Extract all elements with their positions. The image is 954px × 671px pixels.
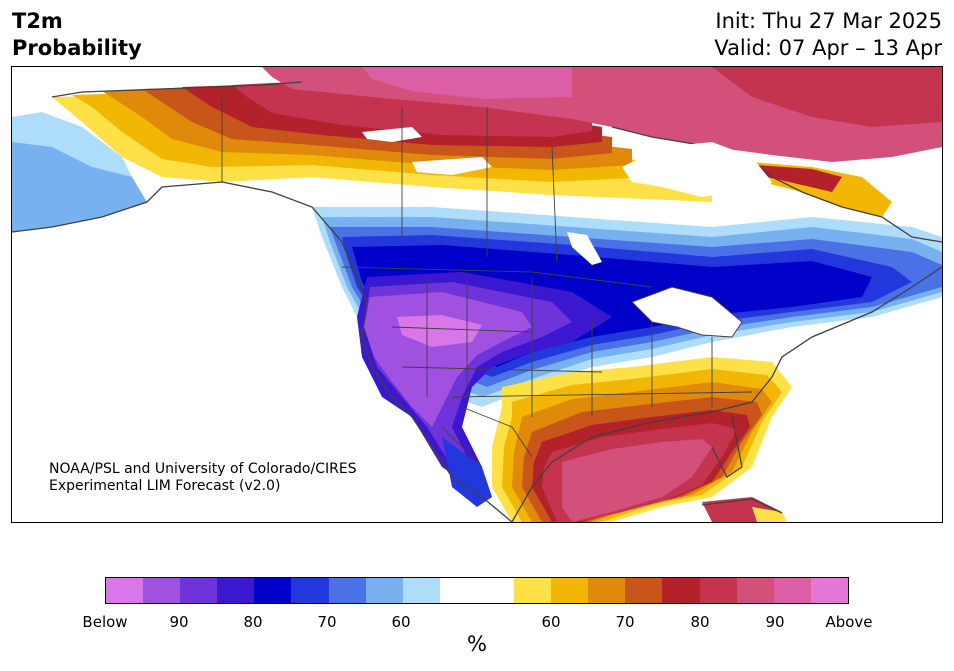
- title-type: Probability: [12, 36, 142, 60]
- title-variable: T2m: [12, 9, 63, 33]
- colorbar: [105, 577, 849, 604]
- forecast-dates: Init: Thu 27 Mar 2025 Valid: 07 Apr – 13…: [714, 8, 942, 62]
- tick-label: 80: [243, 613, 263, 631]
- tick-label: Above: [825, 613, 873, 631]
- colorbar-seg-above-3: [588, 578, 626, 603]
- colorbar-seg-below-2: [143, 578, 181, 603]
- colorbar-seg-below-4: [217, 578, 255, 603]
- colorbar-seg-above-6: [699, 578, 737, 603]
- tick-label: Below: [82, 613, 128, 631]
- chart-title: T2m Probability: [12, 8, 142, 62]
- colorbar-seg-below-5: [254, 578, 292, 603]
- colorbar-seg-below-9: [402, 578, 440, 603]
- colorbar-seg-below-3: [180, 578, 218, 603]
- colorbar-seg-neutral: [439, 578, 515, 603]
- credit-line-1: NOAA/PSL and University of Colorado/CIRE…: [49, 461, 357, 477]
- tick-label: 70: [615, 613, 635, 631]
- tick-label: 90: [765, 613, 785, 631]
- map-panel: [11, 66, 943, 523]
- colorbar-seg-above-8: [773, 578, 811, 603]
- colorbar-seg-below-8: [365, 578, 403, 603]
- credit-line-2: Experimental LIM Forecast (v2.0): [49, 478, 281, 494]
- colorbar-seg-below-7: [328, 578, 366, 603]
- probability-map: [12, 67, 942, 522]
- colorbar-seg-above-9: [810, 578, 848, 603]
- colorbar-seg-above-4: [625, 578, 663, 603]
- coastlines: [12, 81, 942, 522]
- init-date: Init: Thu 27 Mar 2025: [715, 9, 942, 33]
- great-lakes: [631, 286, 743, 338]
- tick-label: 80: [690, 613, 710, 631]
- colorbar-seg-above-1: [514, 578, 552, 603]
- colorbar-seg-above-5: [662, 578, 700, 603]
- colorbar-unit: %: [467, 632, 487, 656]
- colorbar-seg-below-1: [106, 578, 144, 603]
- tick-label: 60: [391, 613, 411, 631]
- alaska-below-zone: [12, 122, 147, 232]
- credit-text: NOAA/PSL and University of Colorado/CIRE…: [49, 461, 357, 495]
- colorbar-seg-below-6: [291, 578, 329, 603]
- tick-label: 70: [317, 613, 337, 631]
- colorbar-seg-above-7: [736, 578, 774, 603]
- valid-date: Valid: 07 Apr – 13 Apr: [714, 36, 942, 60]
- tick-label: 90: [169, 613, 189, 631]
- colorbar-seg-above-2: [551, 578, 589, 603]
- tick-label: 60: [541, 613, 561, 631]
- colorbar-ticks: Below 90 80 70 60 60 70 80 90 Above: [82, 613, 872, 631]
- political-boundaries: [221, 97, 753, 468]
